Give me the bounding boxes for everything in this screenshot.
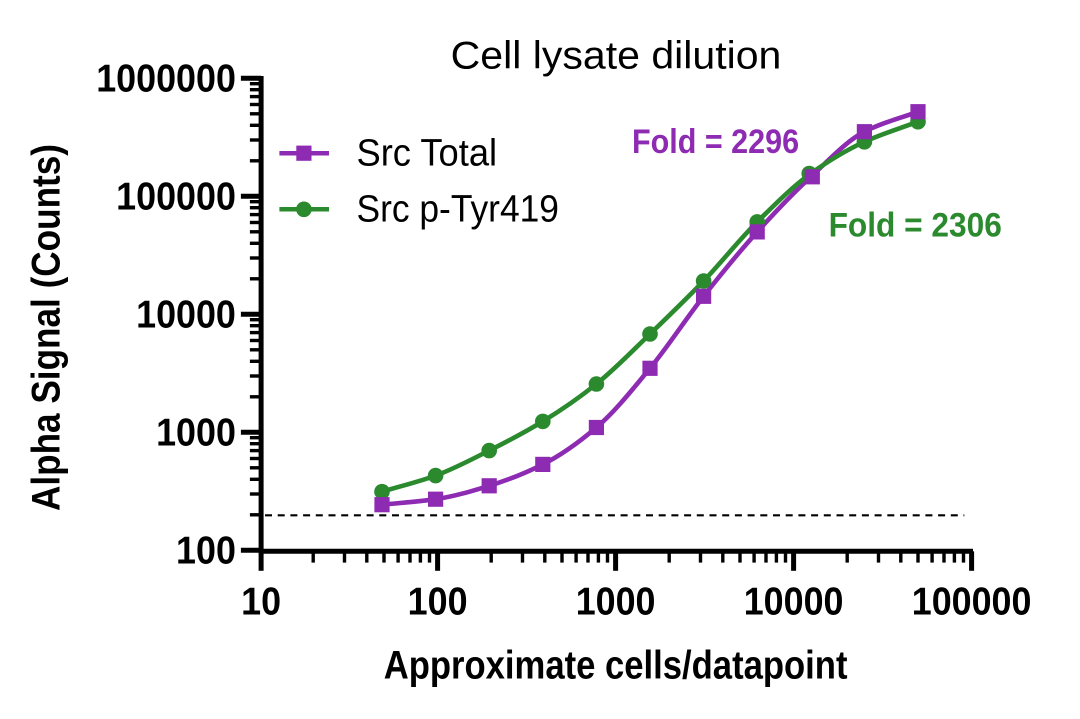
svg-text:Src Total: Src Total <box>357 131 498 174</box>
svg-text:Src p-Tyr419: Src p-Tyr419 <box>357 187 559 229</box>
svg-text:10000: 10000 <box>136 292 236 336</box>
svg-text:Fold = 2306: Fold = 2306 <box>829 205 1002 243</box>
svg-text:1000: 1000 <box>576 579 656 623</box>
svg-text:1000: 1000 <box>156 410 236 454</box>
svg-text:10: 10 <box>241 579 281 623</box>
svg-text:Approximate cells/datapoint: Approximate cells/datapoint <box>384 642 848 687</box>
svg-text:Alpha Signal (Counts): Alpha Signal (Counts) <box>23 144 68 511</box>
svg-text:100: 100 <box>176 528 236 572</box>
svg-text:100: 100 <box>408 579 468 623</box>
svg-text:Cell lysate dilution: Cell lysate dilution <box>451 35 782 78</box>
svg-text:100000: 100000 <box>116 174 236 218</box>
svg-text:Fold = 2296: Fold = 2296 <box>632 122 799 160</box>
svg-text:1000000: 1000000 <box>96 56 236 100</box>
svg-text:100000: 100000 <box>912 579 1032 623</box>
svg-text:10000: 10000 <box>744 579 844 623</box>
